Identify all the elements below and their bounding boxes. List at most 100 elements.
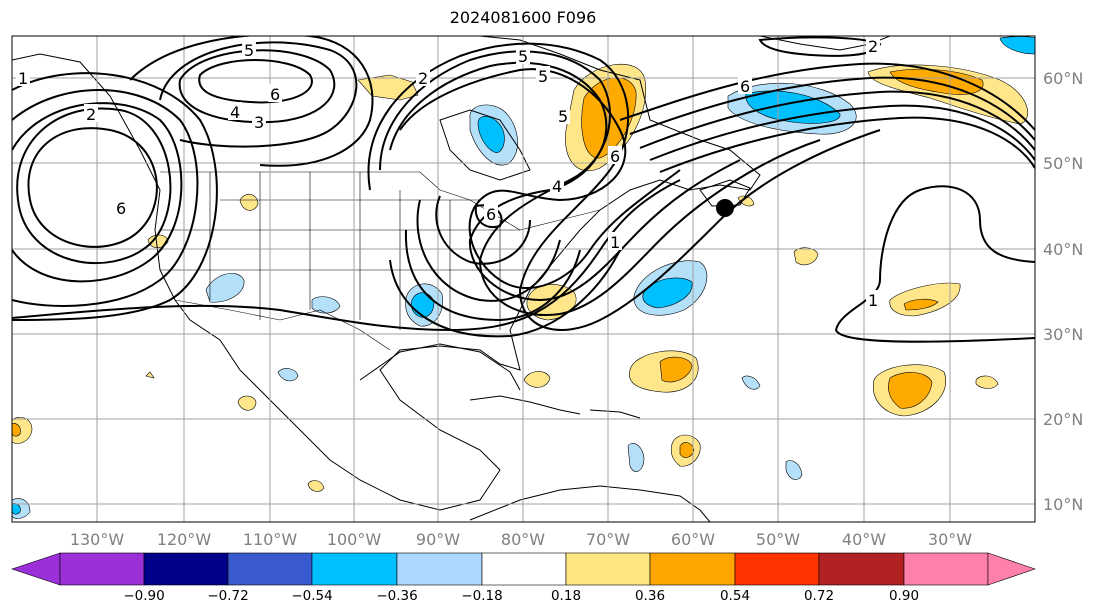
contour-line [12,102,183,283]
colorbar-segment [649,552,736,586]
contour-line [27,127,158,248]
contour-label: 5 [538,67,548,86]
anomaly-blob [888,372,933,409]
lon-label: 120°W [157,530,212,549]
lat-label: 20°N [1043,410,1083,429]
colorbar-segment [481,552,567,586]
contour-label: 6 [270,85,280,104]
contour-line [629,76,1035,141]
anomaly-blob [659,356,693,383]
contour-line [129,36,374,167]
anomaly-blob [793,247,819,266]
anomaly-blob [277,368,299,382]
contour-line [12,179,681,332]
lon-label: 90°W [416,530,460,549]
storm-center-marker [716,199,734,217]
contour-label: 5 [518,47,528,66]
anomaly-blob [311,296,341,314]
contour-label: 2 [418,69,428,88]
contour-line [834,185,1035,343]
colorbar-segment [565,552,651,586]
colorbar-tick: −0.18 [461,588,502,604]
coastline-newfoundland [699,179,751,207]
contour-line [389,61,741,302]
coastline-gulf [359,343,521,391]
colorbar-segment [396,552,483,586]
anomaly-blob [410,292,435,318]
lat-label: 50°N [1043,154,1083,173]
lat-label: 30°N [1043,325,1083,344]
map-frame [11,35,1036,523]
anomaly-blob [741,375,761,390]
colorbar-segment-high-extend [987,552,1036,586]
coastline-north-america [12,36,761,511]
contour-label: 6 [116,199,126,218]
colorbar-tick: 0.54 [720,588,750,604]
colorbar-segment [734,552,820,586]
lon-label: 70°W [586,530,630,549]
anomaly-blob [999,36,1035,55]
lon-label: 130°W [70,530,125,549]
contour-label: 1 [610,233,620,252]
contour-line [659,116,1035,173]
contour-line [178,49,336,124]
colorbar-tick: 0.36 [635,588,665,604]
anomaly-blob [627,443,645,472]
lat-label: 60°N [1043,69,1083,88]
anomaly-blob [145,371,155,379]
colorbar-segment [59,552,145,586]
contour-label: 2 [868,37,878,56]
contour-label: 5 [244,41,254,60]
anomaly-blob [642,277,693,309]
colorbar-tick: 0.90 [889,588,919,604]
contour-line [416,199,561,302]
contour-line [619,62,1035,131]
longitude-labels: 130°W 120°W 110°W 100°W 90°W 80°W 70°W 6… [70,530,972,549]
contour-label: 1 [868,291,878,310]
coastlines [12,36,891,522]
contour-line [389,249,621,338]
contour-label: 4 [230,103,240,122]
contour-line [12,89,199,307]
lat-label: 40°N [1043,240,1083,259]
coastline-hudson [439,109,531,181]
lon-label: 80°W [501,530,545,549]
contour-line [367,42,881,331]
colorbar-segment [311,552,398,586]
contour-line [198,59,313,104]
contour-line [649,104,1035,161]
coastline-cuba [469,395,581,415]
lon-label: 100°W [327,530,382,549]
contour-label: 3 [254,113,264,132]
contour-label: 6 [486,205,496,224]
lon-label: 30°W [928,530,972,549]
contour-line [12,72,218,321]
colorbar-segment [818,552,905,586]
contour-label: 5 [558,107,568,126]
coastline-hispaniola [589,409,641,419]
latitude-labels: 60°N 50°N 40°N 30°N 20°N 10°N [1043,69,1083,514]
anomaly-blob [205,273,245,303]
anomaly-blob [737,195,755,207]
lat-label: 10°N [1043,495,1083,514]
anomaly-blob [237,395,257,411]
anomaly-blob [903,298,939,311]
colorbar-tick: 0.72 [804,588,834,604]
anomaly-blob [975,375,999,389]
anomaly-blob [477,116,505,153]
colorbar-ticks: −0.90 −0.72 −0.54 −0.36 −0.18 0.18 0.36 … [123,588,919,604]
contour-line [159,41,358,148]
contour-line [435,195,531,265]
anomaly-blob [147,234,169,249]
colorbar-tick: −0.54 [291,588,332,604]
anomaly-blob [307,480,325,492]
contour-line [16,107,172,265]
contour-line [639,90,1035,151]
contour-label: 2 [86,105,96,124]
lon-label: 110°W [243,530,298,549]
map-title: 2024081600 F096 [449,8,597,27]
colorbar-segment [143,552,229,586]
contours [12,36,1035,343]
graticule [12,36,1035,522]
anomaly-blob [785,460,803,480]
